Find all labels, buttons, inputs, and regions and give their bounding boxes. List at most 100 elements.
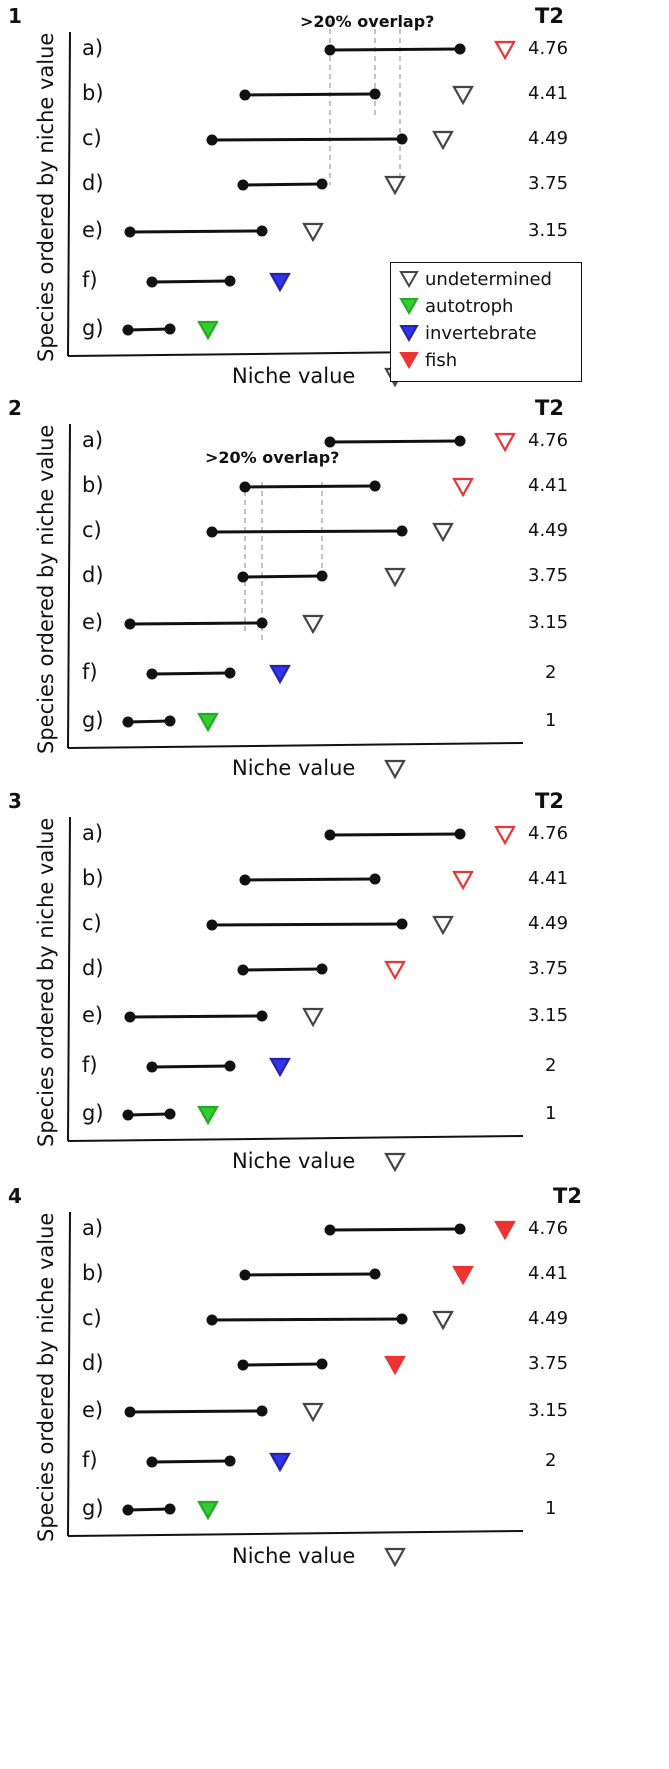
species-label-d: d) — [82, 171, 104, 195]
range-line — [127, 1112, 171, 1117]
legend-item-autotroph: autotroph — [399, 294, 513, 318]
niche-range-f — [146, 1060, 236, 1073]
undetermined-marker — [384, 175, 406, 196]
species-label-g: g) — [82, 316, 104, 340]
legend-label: fish — [425, 349, 458, 371]
range-line — [151, 1459, 231, 1464]
range-line — [211, 529, 403, 534]
t2-value-e: 3.15 — [528, 1005, 569, 1026]
t2-value-e: 3.15 — [528, 612, 569, 633]
species-label-e: e) — [82, 610, 104, 634]
t2-value-a: 4.76 — [528, 1218, 569, 1239]
range-start-dot — [124, 1011, 136, 1023]
fish-marker — [452, 870, 474, 891]
range-start-dot — [124, 1406, 136, 1418]
x-axis-label: Niche value — [232, 1149, 356, 1173]
range-start-dot — [239, 874, 251, 886]
niche-range-d — [237, 570, 328, 583]
range-line — [129, 1409, 263, 1414]
species-label-d: d) — [82, 956, 104, 980]
range-start-dot — [122, 1504, 134, 1516]
autotroph-marker — [197, 712, 219, 733]
niche-range-b — [239, 88, 381, 101]
legend-item-fish: fish — [399, 348, 457, 372]
t2-value-e: 3.15 — [528, 1400, 569, 1421]
range-end-dot — [369, 873, 381, 885]
range-start-dot — [146, 1456, 158, 1468]
t2-header: T2 — [553, 1184, 582, 1208]
undetermined-marker — [452, 85, 474, 106]
range-end-dot — [316, 1358, 328, 1370]
species-label-b: b) — [82, 866, 104, 890]
t2-value-b: 4.41 — [528, 1263, 569, 1284]
niche-range-e — [124, 1010, 268, 1023]
t2-value-c: 4.49 — [528, 1308, 569, 1329]
fish-marker — [452, 1265, 474, 1286]
xlabel-marker-icon — [384, 1152, 406, 1173]
x-axis-label: Niche value — [232, 756, 356, 780]
x-axis — [67, 1530, 524, 1537]
panel-number: 2 — [8, 396, 22, 420]
fish-marker — [384, 960, 406, 981]
range-start-dot — [124, 226, 136, 238]
range-start-dot — [206, 526, 218, 538]
y-axis-label: Species ordered by niche value — [34, 32, 58, 362]
niche-range-f — [146, 275, 236, 288]
fish-marker — [494, 1220, 516, 1241]
t2-value-a: 4.76 — [528, 38, 569, 59]
invertebrate-marker — [269, 272, 291, 293]
t2-header: T2 — [535, 789, 564, 813]
range-start-dot — [122, 1109, 134, 1121]
species-label-g: g) — [82, 1496, 104, 1520]
niche-range-b — [239, 1268, 381, 1281]
t2-value-b: 4.41 — [528, 475, 569, 496]
range-start-dot — [146, 276, 158, 288]
autotroph-icon — [399, 298, 419, 315]
t2-value-c: 4.49 — [528, 520, 569, 541]
species-label-f: f) — [82, 1053, 98, 1077]
niche-range-a — [324, 828, 466, 841]
niche-range-g — [122, 1503, 176, 1516]
species-label-b: b) — [82, 1261, 104, 1285]
species-label-e: e) — [82, 1003, 104, 1027]
t2-value-f: 2 — [545, 1450, 557, 1471]
x-axis-label: Niche value — [232, 1544, 356, 1568]
legend-label: autotroph — [425, 295, 514, 317]
range-end-dot — [396, 133, 408, 145]
niche-range-c — [206, 918, 408, 931]
undetermined-marker — [384, 567, 406, 588]
range-end-dot — [164, 1503, 176, 1515]
range-line — [244, 92, 376, 97]
range-end-dot — [454, 828, 466, 840]
species-label-c: c) — [82, 518, 102, 542]
fish-marker — [494, 432, 516, 453]
range-line — [129, 621, 263, 626]
range-line — [127, 1507, 171, 1512]
range-end-dot — [316, 178, 328, 190]
undetermined-icon — [399, 271, 419, 288]
range-start-dot — [122, 324, 134, 336]
undetermined-marker — [432, 1310, 454, 1331]
panel-1: a)4.76b)4.41c)4.49d)3.75e)3.15f)2g)11Spe… — [0, 0, 669, 440]
fish-icon — [399, 352, 419, 369]
species-label-d: d) — [82, 1351, 104, 1375]
range-line — [329, 439, 461, 444]
t2-value-f: 2 — [545, 662, 557, 683]
range-line — [127, 719, 171, 724]
niche-range-c — [206, 525, 408, 538]
t2-value-e: 3.15 — [528, 220, 569, 241]
range-end-dot — [454, 435, 466, 447]
t2-value-d: 3.75 — [528, 173, 569, 194]
species-label-e: e) — [82, 218, 104, 242]
y-axis — [67, 1211, 71, 1537]
range-end-dot — [396, 918, 408, 930]
invertebrate-icon — [399, 325, 419, 342]
fish-marker — [452, 477, 474, 498]
range-end-dot — [369, 480, 381, 492]
species-label-a: a) — [82, 1216, 104, 1240]
t2-value-b: 4.41 — [528, 83, 569, 104]
species-label-e: e) — [82, 1398, 104, 1422]
niche-range-c — [206, 1313, 408, 1326]
range-end-dot — [256, 225, 268, 237]
species-label-d: d) — [82, 563, 104, 587]
